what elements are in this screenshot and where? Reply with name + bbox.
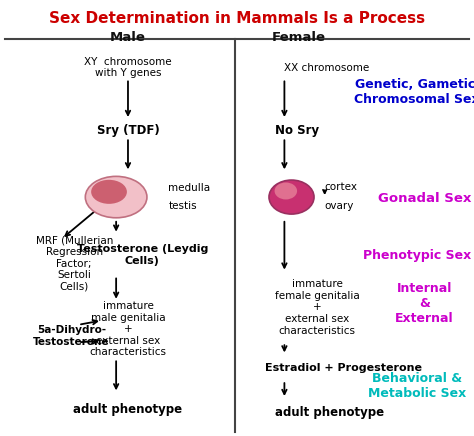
Text: MRF (Mullerian
Regression
Factor;
Sertoli
Cells): MRF (Mullerian Regression Factor; Sertol… <box>36 235 113 292</box>
Text: cortex: cortex <box>325 182 358 191</box>
Text: XY  chromosome
with Y genes: XY chromosome with Y genes <box>84 57 172 78</box>
Text: Testosterone (Leydig
Cells): Testosterone (Leydig Cells) <box>76 244 208 266</box>
Text: XX chromosome: XX chromosome <box>284 63 370 72</box>
Ellipse shape <box>274 182 297 199</box>
Text: Phenotypic Sex: Phenotypic Sex <box>363 249 471 262</box>
Text: medulla: medulla <box>168 184 210 193</box>
Text: 5a-Dihydro-
Testosterone: 5a-Dihydro- Testosterone <box>33 325 109 347</box>
Ellipse shape <box>85 176 147 218</box>
Text: Female: Female <box>272 31 326 44</box>
Ellipse shape <box>269 180 314 214</box>
Text: adult phenotype: adult phenotype <box>73 403 182 416</box>
Text: Male: Male <box>110 31 146 44</box>
Text: No Sry: No Sry <box>275 124 319 137</box>
Text: Sex Determination in Mammals Is a Process: Sex Determination in Mammals Is a Proces… <box>49 11 425 26</box>
Text: Estradiol + Progesterone: Estradiol + Progesterone <box>265 364 422 373</box>
Text: testis: testis <box>168 201 197 211</box>
Text: immature
male genitalia
+
external sex
characteristics: immature male genitalia + external sex c… <box>90 301 166 358</box>
Text: Genetic, Gametic,
Chromosomal Sex: Genetic, Gametic, Chromosomal Sex <box>354 78 474 106</box>
Ellipse shape <box>91 180 127 204</box>
Text: adult phenotype: adult phenotype <box>275 405 384 419</box>
Text: Gonadal Sex: Gonadal Sex <box>378 192 471 205</box>
Text: ovary: ovary <box>325 201 354 211</box>
Text: Sry (TDF): Sry (TDF) <box>97 124 159 137</box>
Text: Behavioral &
Metabolic Sex: Behavioral & Metabolic Sex <box>368 372 466 400</box>
Text: Internal
&
External: Internal & External <box>395 282 454 324</box>
Text: immature
female genitalia
+
external sex
characteristics: immature female genitalia + external sex… <box>275 279 360 336</box>
